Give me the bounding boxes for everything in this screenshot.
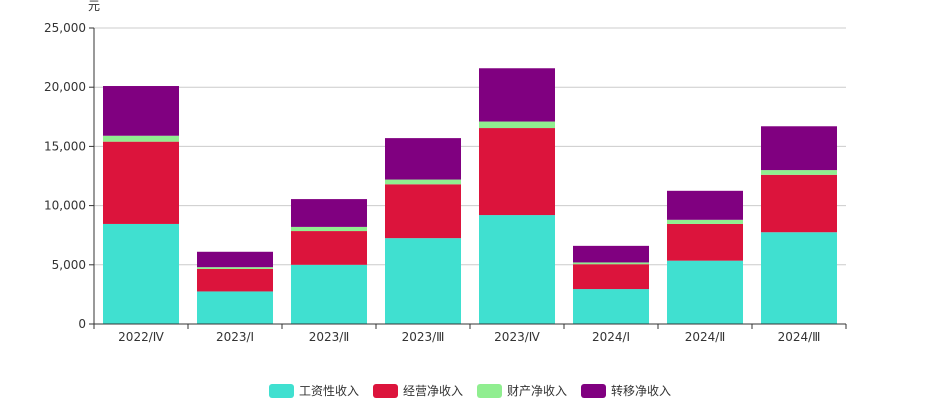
legend-label: 工资性收入 [298,384,359,398]
bar-segment [479,215,555,324]
bar-segment [103,86,179,136]
legend-item[interactable]: 经营净收入 [372,382,463,399]
bar-segment [573,262,649,265]
bar-segment [385,138,461,180]
legend-swatch [268,383,294,398]
x-tick-label: 2023/Ⅲ [402,330,445,344]
y-tick-label: 25,000 [44,21,86,35]
bar-segment [573,289,649,324]
x-tick-label: 2024/Ⅲ [778,330,821,344]
bar-segment [761,126,837,171]
bar-segment [291,264,367,324]
y-tick-label: 20,000 [44,80,86,94]
bar-segment [197,268,273,292]
legend-item[interactable]: 工资性收入 [268,382,359,399]
bar-segment [385,238,461,324]
legend: 工资性收入 经营净收入 财产净收入 转移净收入 [0,382,940,399]
bar-segment [197,251,273,268]
legend-label: 转移净收入 [611,384,672,398]
x-tick-label: 2024/Ⅱ [685,330,726,344]
x-tick-label: 2022/Ⅳ [118,330,164,344]
y-tick-label: 5,000 [52,258,86,272]
bar-segment [291,226,367,232]
bar-segment [761,174,837,233]
bar-segment [103,223,179,324]
legend-item[interactable]: 转移净收入 [581,382,671,399]
bar-segment [291,231,367,265]
bar-segment [479,121,555,129]
bar-segment [761,232,837,324]
x-tick-label: 2023/Ⅱ [309,330,350,344]
bar-segment [291,199,367,227]
bar-segment [103,141,179,224]
bar-segment [667,190,743,220]
bar-segment [197,291,273,324]
legend-item[interactable]: 财产净收入 [477,382,567,399]
bar-segment [667,260,743,324]
y-tick-label: 10,000 [44,199,86,213]
bar-segment [573,245,649,263]
legend-label: 经营净收入 [402,384,463,398]
bar-segment [479,68,555,122]
bar-segment [385,179,461,185]
y-tick-label: 15,000 [44,139,86,153]
bar-segment [479,128,555,216]
legend-swatch [581,383,607,398]
legend-label: 财产净收入 [507,384,568,398]
y-axis-label: 元 [88,0,100,13]
bar-segment [103,135,179,142]
x-tick-label: 2023/Ⅳ [494,330,540,344]
x-tick-label: 2024/Ⅰ [592,330,630,344]
legend-swatch [372,383,398,398]
x-tick-label: 2023/Ⅰ [216,330,254,344]
bar-segment [761,170,837,175]
y-tick-label: 0 [78,317,86,331]
bar-segment [197,267,273,269]
bar-segment [573,264,649,290]
bar-segment [667,223,743,261]
bar-segment [667,219,743,224]
legend-swatch [477,383,502,398]
bar-segment [385,184,461,239]
